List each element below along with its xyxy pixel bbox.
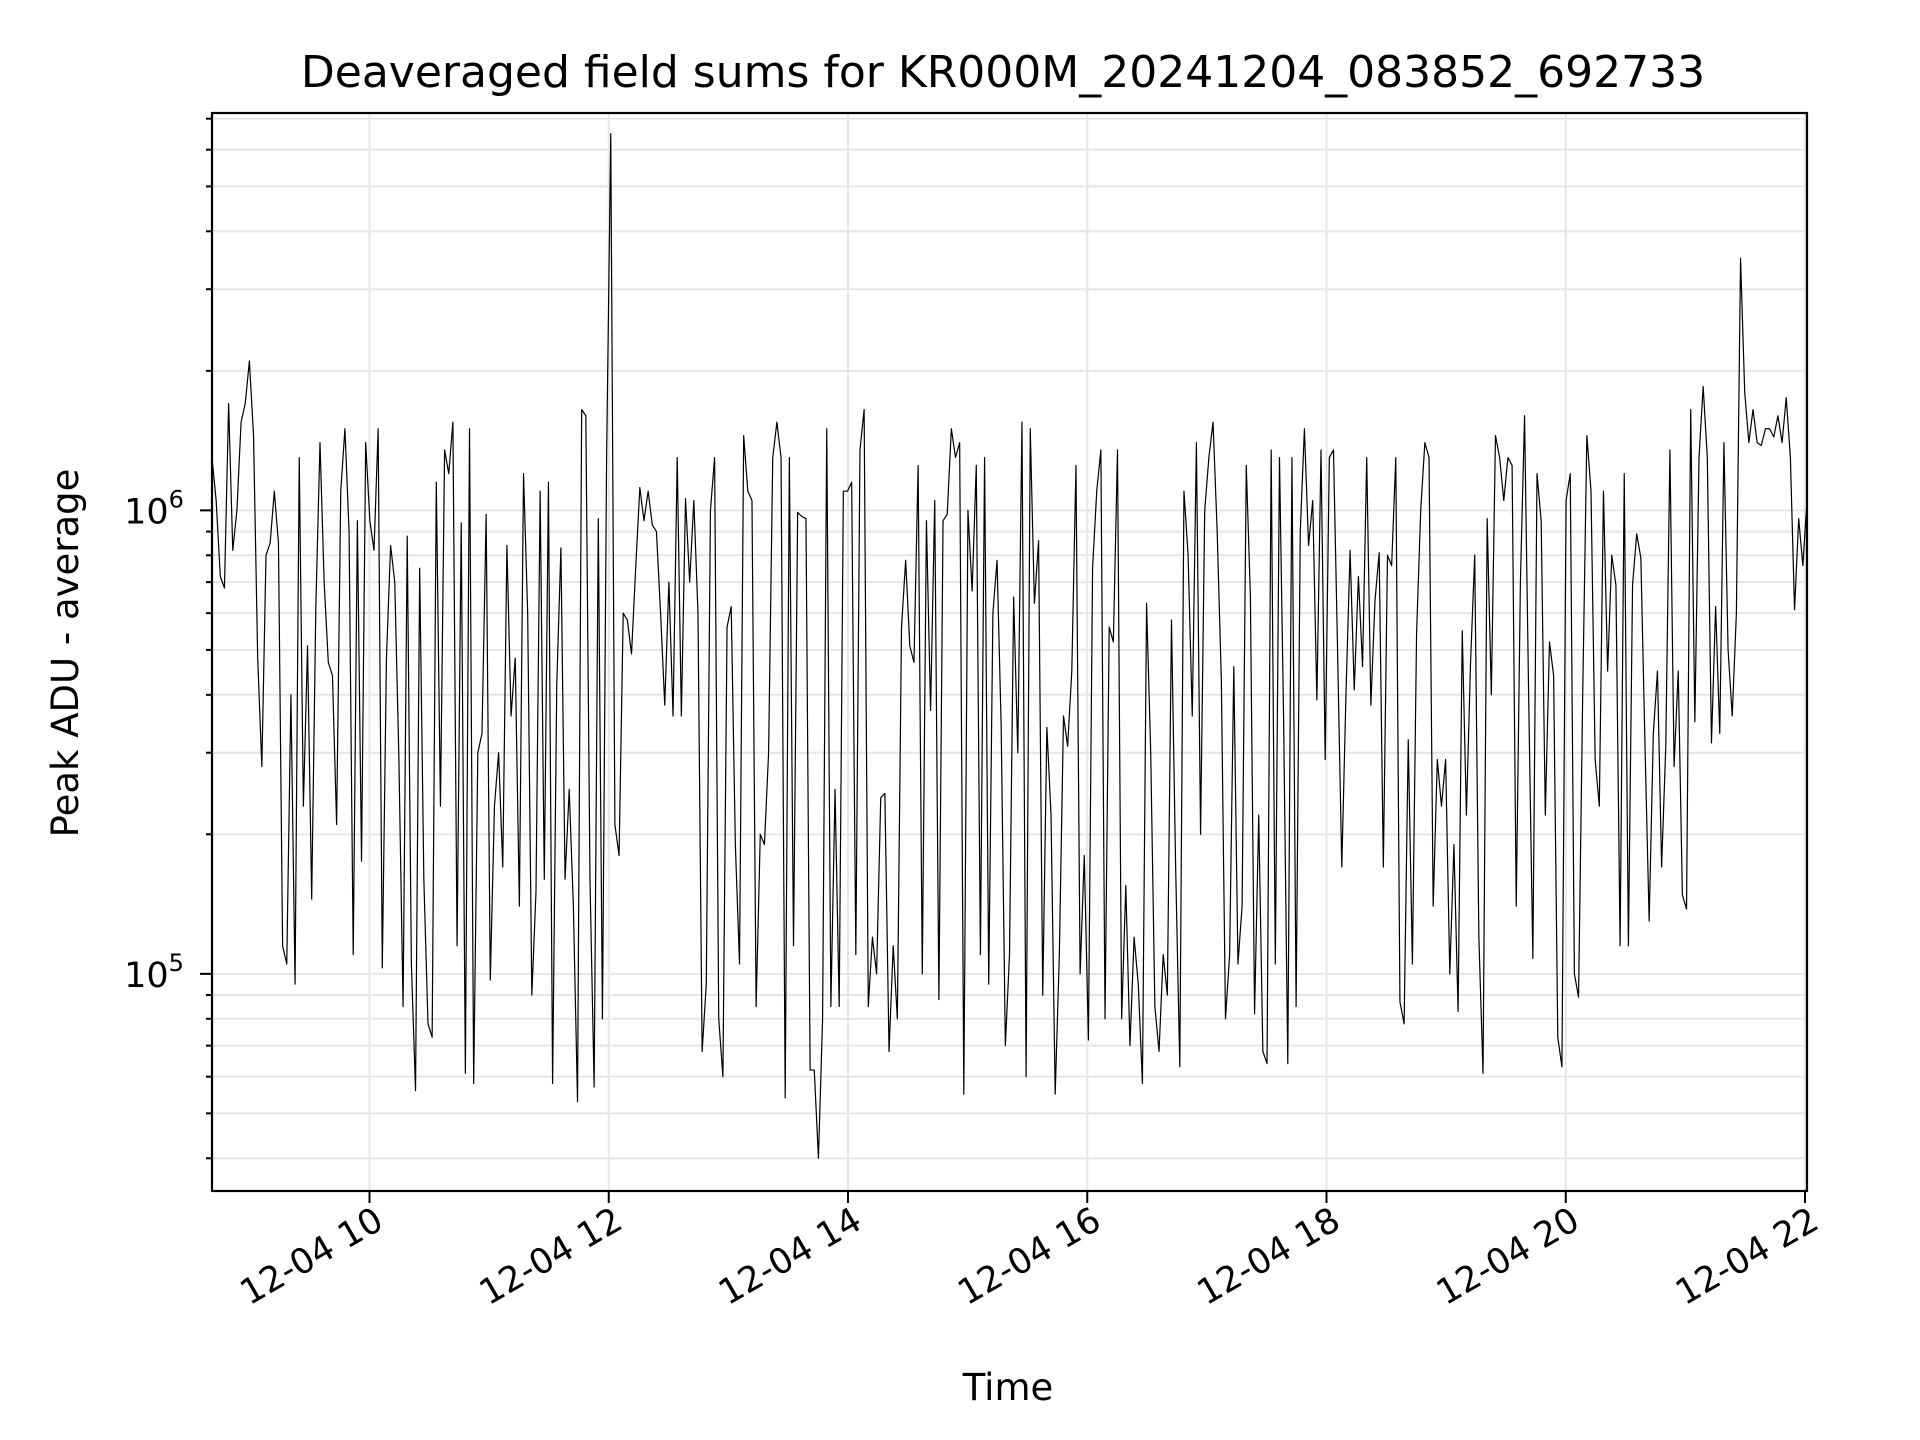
series-line [211,132,1808,1159]
y-axis-label: Peak ADU - average [44,469,87,838]
y-tick-base: 10 [124,492,169,532]
x-axis-ticks: 12-04 10 12-04 12 12-04 14 12-04 16 12-04 18… [234,1191,1826,1313]
grid [212,113,1807,1191]
plot-frame [210,111,1809,1193]
x-tick-label: 12-04 18 [1191,1200,1347,1313]
plot-area [210,111,1809,1193]
x-axis-label: Time [962,1366,1054,1409]
y-tick-exponent: 5 [169,949,184,977]
x-tick-label: 12-04 10 [234,1200,390,1313]
x-tick-label: 12-04 16 [951,1200,1107,1313]
chart-title: Deaveraged field sums for KR000M_2024120… [301,47,1705,98]
y-tick-exponent: 6 [169,485,184,513]
y-tick-base: 10 [124,956,169,996]
x-tick-label: 12-04 12 [473,1200,629,1313]
y-tick-label: 105 [124,949,184,996]
x-tick-label: 12-04 20 [1430,1200,1586,1313]
y-tick-label: 106 [124,485,184,532]
x-tick-label: 12-04 22 [1669,1200,1825,1313]
x-tick-label: 12-04 14 [712,1200,868,1313]
